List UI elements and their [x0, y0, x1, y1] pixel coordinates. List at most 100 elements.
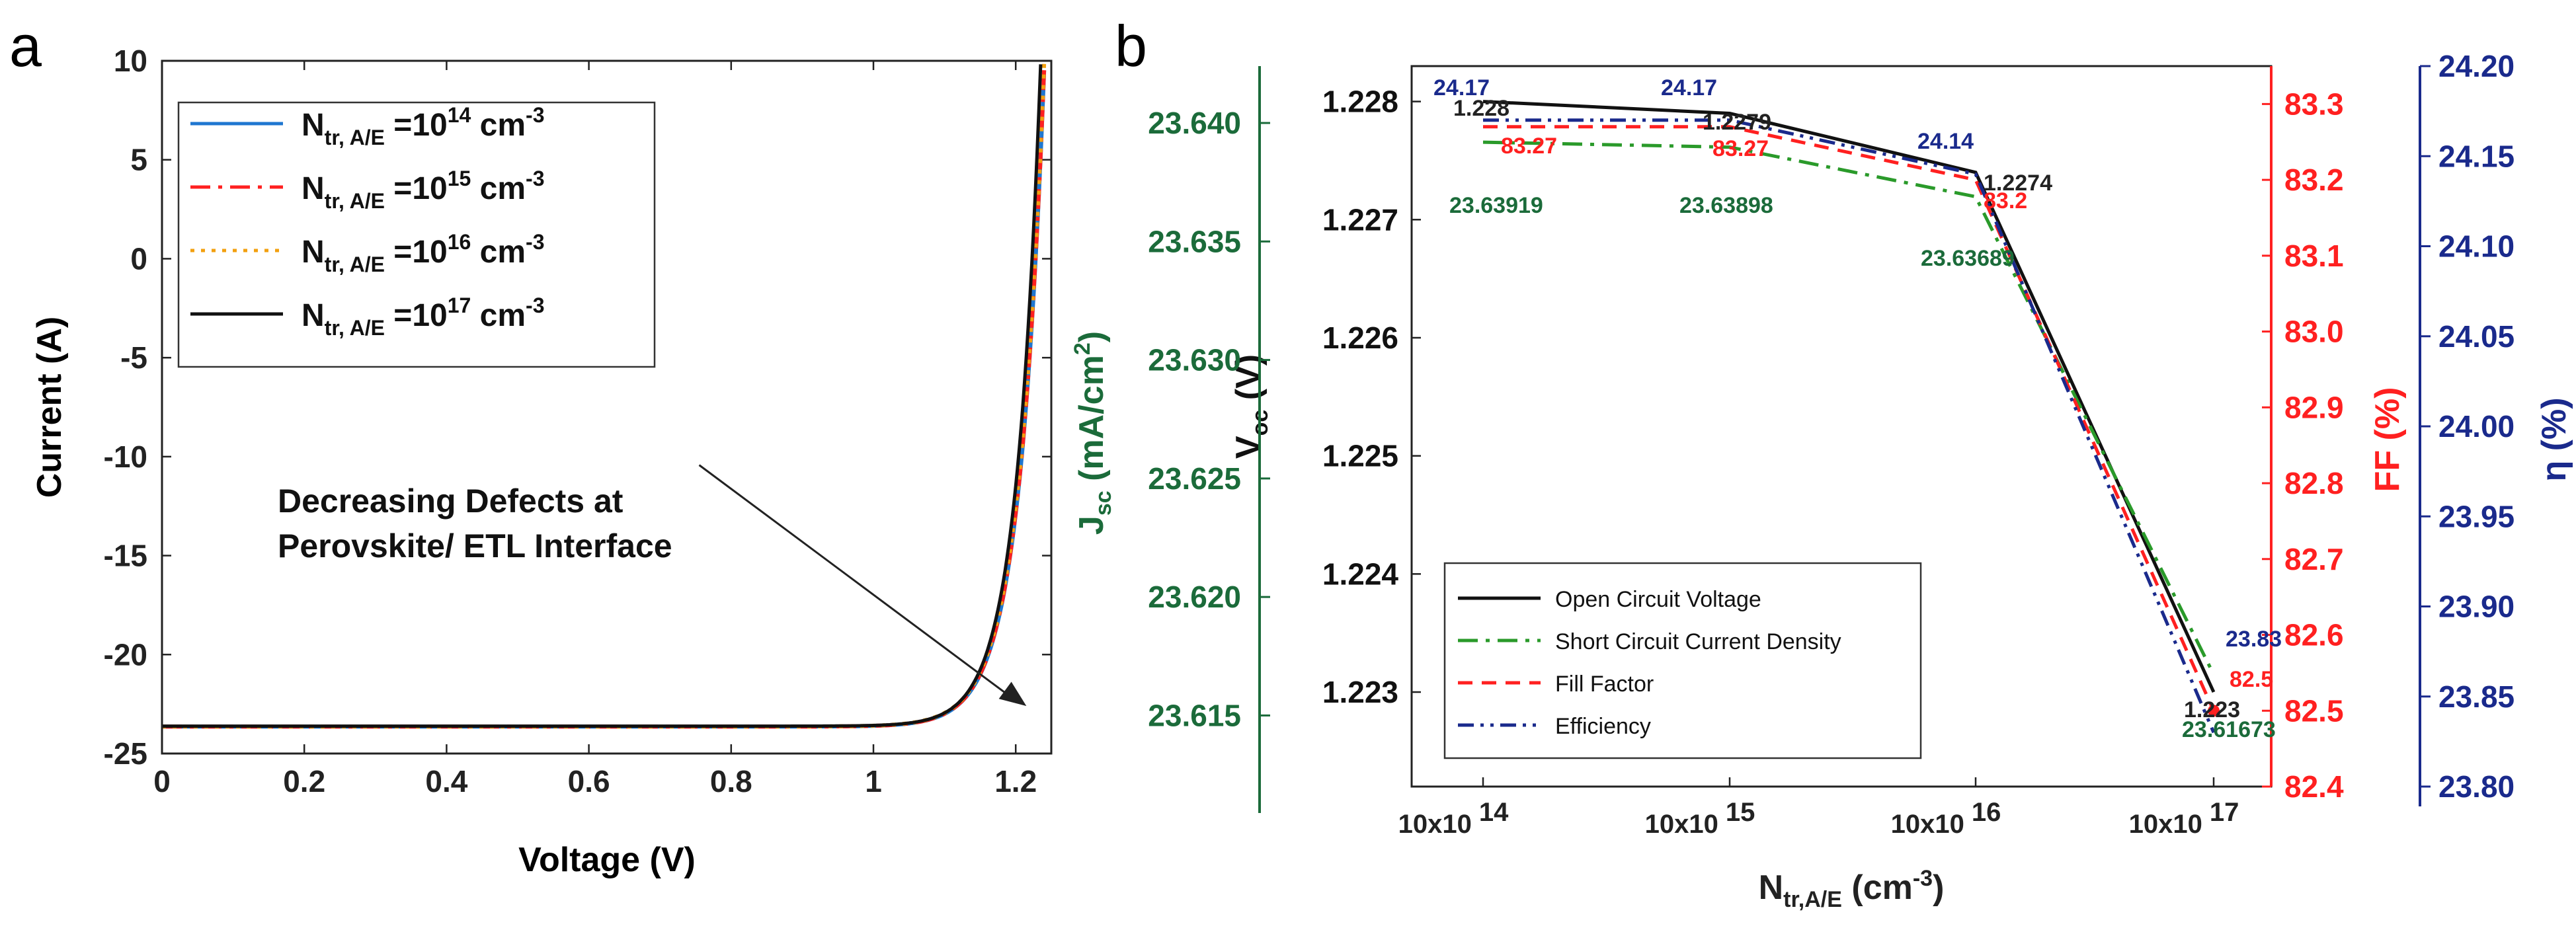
x-tick-label: 0: [153, 764, 171, 798]
y-tick-label: -10: [104, 440, 147, 474]
annotation-text: Perovskite/ ETL Interface: [278, 527, 672, 564]
eta-tick-label: 24.05: [2438, 319, 2515, 354]
legend-label-eta: Efficiency: [1555, 714, 1651, 739]
jsc-tick-label: 23.635: [1148, 224, 1241, 258]
ff-tick-label: 83.3: [2284, 87, 2344, 121]
data-label-voc: 1.228: [1453, 96, 1509, 121]
jsc-tick-label: 23.620: [1148, 580, 1241, 614]
x-tick-label: 10x10 17: [2129, 798, 2239, 839]
series-line-eta: [1483, 118, 2216, 734]
data-label-ff: 83.2: [1984, 188, 2027, 213]
data-label-ff: 82.5: [2230, 667, 2273, 692]
x-tick-label: 1: [865, 764, 882, 798]
series-point-ff: [2208, 705, 2220, 717]
legend-label-voc: Open Circuit Voltage: [1555, 587, 1761, 612]
data-label-jsc: 23.63898: [1679, 193, 1773, 218]
eta-tick-label: 24.15: [2438, 139, 2515, 173]
data-label-jsc: 23.61673: [2182, 717, 2276, 742]
annotation-text: Decreasing Defects at: [278, 483, 624, 520]
data-label-voc: 1.2274: [1984, 171, 2052, 196]
data-label-eta: 24.17: [1433, 75, 1490, 100]
y-tick-label: 5: [130, 143, 147, 177]
iv-curve-1e17: [162, 64, 1043, 728]
data-label-ff: 83.27: [1712, 136, 1769, 161]
x-tick-label: 0.8: [710, 764, 752, 798]
panel-b-x-axis-label: Ntr,A/E (cm-3): [1759, 866, 1945, 912]
panel-a-series: [162, 62, 1047, 729]
legend-label-1e17: Ntr, A/E =1017 cm-3: [302, 293, 544, 340]
jsc-tick-label: 23.640: [1148, 106, 1241, 140]
eta-tick-label: 24.20: [2438, 49, 2515, 83]
jsc-tick-label: 23.630: [1148, 343, 1241, 377]
ff-tick-label: 82.4: [2284, 769, 2344, 804]
panel-b-label: b: [1115, 13, 1147, 79]
series-line-jsc: [1482, 140, 2216, 676]
x-tick-label: 0.4: [425, 764, 467, 798]
x-tick-label: 10x10 15: [1645, 798, 1755, 839]
voc-tick-label: 1.223: [1322, 675, 1398, 709]
voc-tick-label: 1.224: [1322, 557, 1399, 591]
panel-a-legend: Ntr, A/E =1014 cm-3 Ntr, A/E =1015 cm-3 Nt…: [177, 101, 656, 368]
panel-a: a 0 0.2 0.4 0.6 0.8 1 1.2 10 5 0 -5 -10 -15 -20 -25 Nt…: [9, 13, 1053, 879]
eta-tick-label: 24.00: [2438, 409, 2515, 444]
x-tick-label: 1.2: [994, 764, 1037, 798]
ff-tick-label: 83.2: [2284, 163, 2344, 197]
eta-axis-label: η (%): [2535, 397, 2573, 481]
x-tick-label: 10x10 16: [1891, 798, 2001, 839]
data-label-eta: 24.17: [1661, 75, 1717, 100]
jsc-tick-label: 23.615: [1148, 698, 1241, 732]
legend-label-1e14: Ntr, A/E =1014 cm-3: [302, 103, 544, 149]
y-tick-label: 10: [114, 44, 147, 78]
data-label-eta: 24.14: [1917, 129, 1974, 154]
panel-a-x-axis-label: Voltage (V): [518, 841, 696, 879]
eta-tick-label: 23.80: [2438, 769, 2515, 804]
panel-a-annotation: Decreasing Defects at Perovskite/ ETL Int…: [278, 464, 1027, 707]
x-tick-label: 0.2: [283, 764, 325, 798]
y-tick-label: -15: [104, 539, 147, 573]
y-tick-label: -25: [104, 736, 147, 771]
y-tick-label: -20: [104, 637, 147, 672]
legend-box: [177, 101, 656, 368]
panel-a-axes-box: [161, 59, 1053, 755]
panel-b-data-labels: 1.228 1.2279 1.2274 1.223 23.63919 23.63898 23…: [1433, 75, 2282, 742]
y-tick-label: -5: [120, 340, 147, 375]
voc-tick-label: 1.228: [1322, 85, 1398, 119]
ff-tick-label: 83.0: [2284, 315, 2344, 349]
voc-tick-label: 1.226: [1322, 321, 1398, 355]
x-tick-label: 0.6: [568, 764, 610, 798]
eta-tick-label: 23.85: [2438, 679, 2515, 714]
ff-tick-label: 82.5: [2284, 693, 2344, 728]
panel-a-label: a: [9, 13, 42, 79]
ff-tick-label: 82.8: [2284, 466, 2344, 500]
ff-tick-label: 83.1: [2284, 239, 2344, 273]
panel-b-series: [1482, 100, 2220, 734]
annotation-arrowhead: [998, 681, 1027, 707]
panel-a-y-axis-label: Current (A): [30, 317, 69, 498]
panel-b-legend: Open Circuit Voltage Short Circuit Curren…: [1443, 562, 1922, 759]
data-label-jsc: 23.63919: [1449, 193, 1543, 218]
eta-tick-label: 23.95: [2438, 499, 2515, 533]
data-label-voc: 1.223: [2184, 697, 2240, 722]
voc-tick-label: 1.225: [1322, 439, 1398, 473]
x-tick-label: 10x10 14: [1398, 798, 1509, 839]
legend-label-ff: Fill Factor: [1555, 672, 1654, 697]
legend-label-1e16: Ntr, A/E =1016 cm-3: [302, 230, 544, 276]
data-label-jsc: 23.63689: [1921, 246, 2015, 271]
jsc-tick-label: 23.625: [1148, 461, 1241, 496]
series-line-ff: [1483, 125, 2216, 712]
eta-tick-label: 24.10: [2438, 229, 2515, 264]
data-label-voc: 1.2279: [1703, 110, 1771, 135]
ff-axis-label: FF (%): [2368, 387, 2407, 492]
voc-tick-label: 1.227: [1322, 202, 1398, 237]
legend-label-1e15: Ntr, A/E =1015 cm-3: [302, 167, 544, 213]
y-tick-label: 0: [130, 241, 147, 276]
jsc-axis-label: Jsc (mA/cm2): [1070, 331, 1116, 535]
annotation-arrow: [698, 464, 1014, 700]
ff-tick-label: 82.6: [2284, 618, 2344, 652]
data-label-eta: 23.83: [2226, 627, 2282, 652]
data-label-ff: 83.27: [1501, 134, 1557, 159]
